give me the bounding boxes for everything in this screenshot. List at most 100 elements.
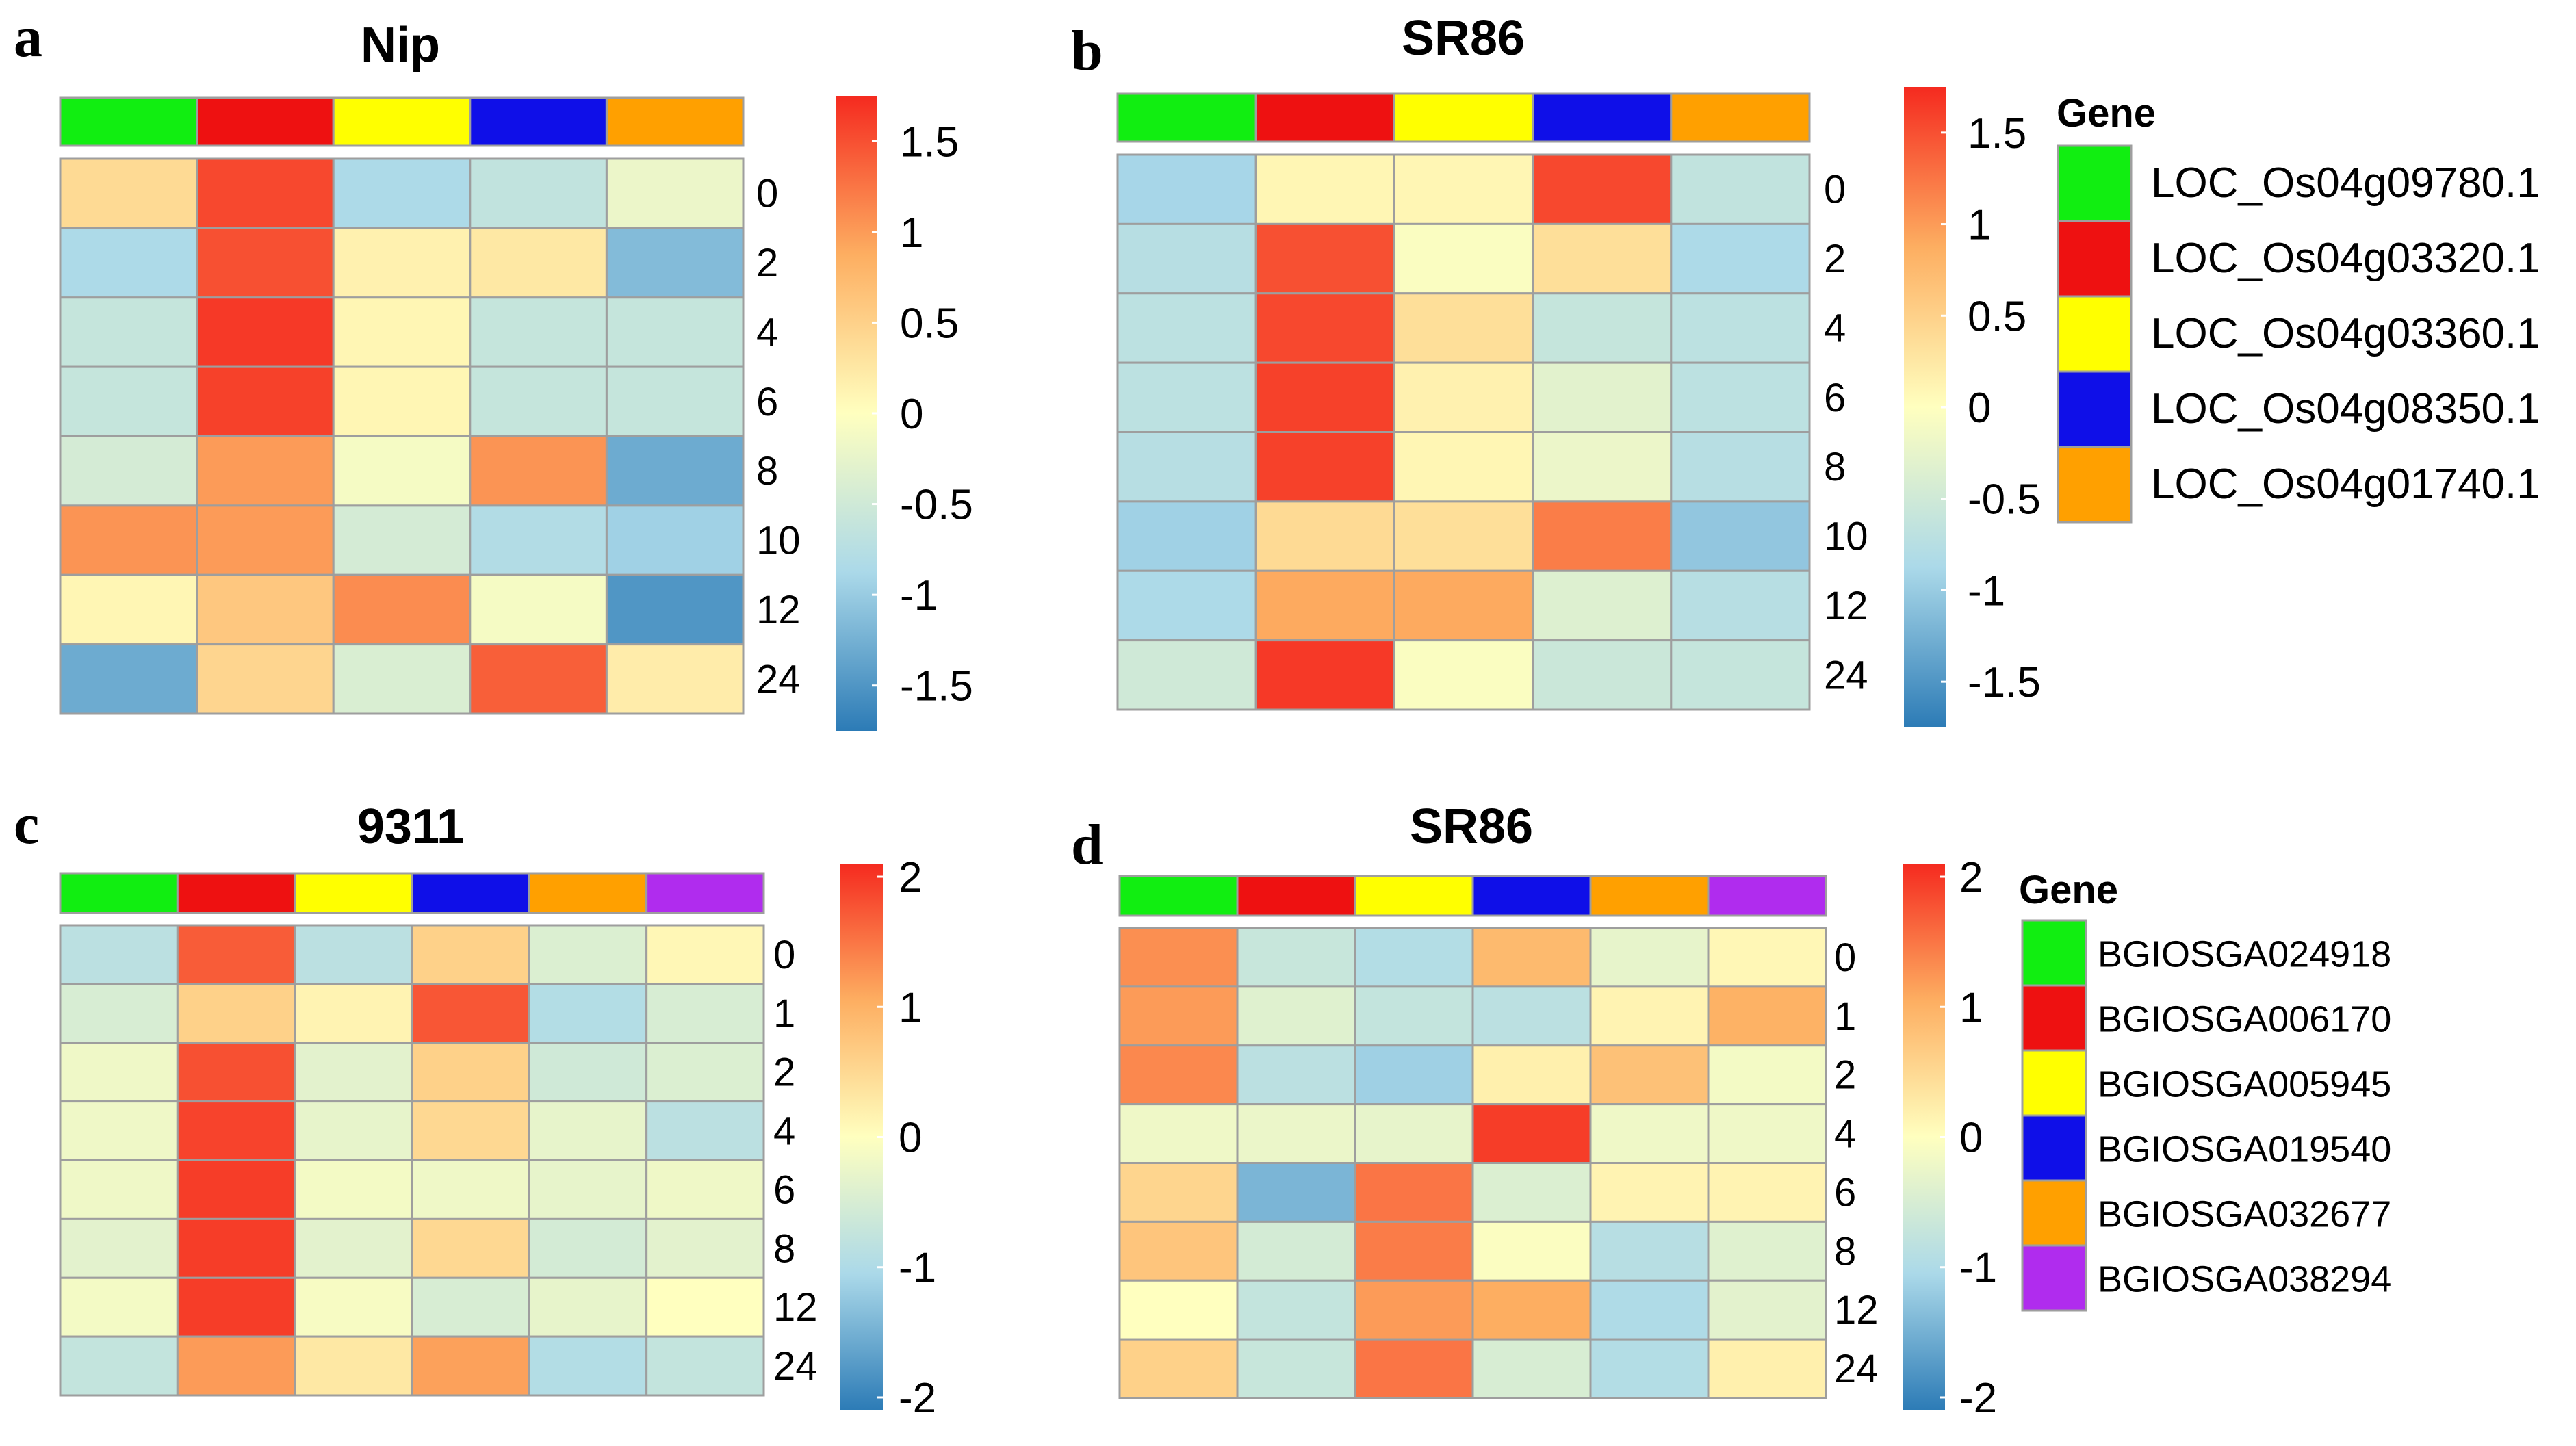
panel-label-a: a — [14, 5, 42, 69]
scale-label-b-2: 0.5 — [1968, 293, 2026, 340]
heatmap-cell-d-4-1 — [1236, 1162, 1356, 1223]
legend-label-3: BGIOSGA019540 — [2098, 1129, 2391, 1170]
heatmap-cell-c-4-5 — [645, 1159, 765, 1220]
heatmap-cell-b-0-0 — [1116, 153, 1257, 225]
heatmap-cell-c-4-3 — [411, 1159, 530, 1220]
legend-title-top: Gene — [2057, 91, 2156, 135]
heatmap-cell-c-1-5 — [645, 983, 765, 1044]
heatmap-cell-b-1-3 — [1532, 222, 1673, 295]
scale-label-a-1: 1 — [900, 209, 923, 257]
heatmap-cell-a-2-1 — [196, 296, 335, 368]
heatmap-cell-c-2-4 — [528, 1042, 648, 1103]
row-label-a-1: 2 — [756, 241, 778, 285]
heatmap-cell-c-1-3 — [411, 983, 530, 1044]
heatmap-cell-d-1-3 — [1471, 985, 1592, 1047]
heatmap-cell-a-1-4 — [605, 227, 745, 299]
heatmap-cell-a-0-1 — [196, 157, 335, 229]
heatmap-cell-d-1-4 — [1589, 985, 1710, 1047]
row-label-c-0: 0 — [773, 933, 795, 977]
heatmap-cell-c-5-0 — [59, 1217, 179, 1279]
legend-swatch-3 — [2021, 1114, 2087, 1182]
row-label-d-5: 8 — [1834, 1229, 1856, 1274]
legend-label-0: BGIOSGA024918 — [2098, 934, 2391, 975]
heatmap-cell-c-0-5 — [645, 924, 765, 985]
panel-label-d: d — [1071, 813, 1103, 877]
annotation-cell-d-3 — [1471, 875, 1592, 917]
row-label-a-2: 4 — [756, 310, 778, 354]
heatmap-cell-b-7-1 — [1254, 639, 1395, 711]
heatmap-cell-a-0-2 — [332, 157, 472, 229]
heatmap-cell-a-4-3 — [469, 435, 608, 507]
heatmap-cell-b-1-1 — [1254, 222, 1395, 295]
legend-swatch-1 — [2021, 984, 2087, 1052]
scale-label-d-0: 2 — [1959, 854, 1983, 901]
annotation-cell-b-3 — [1532, 92, 1673, 143]
annotation-cell-c-3 — [411, 872, 530, 914]
scale-label-b-1: 1 — [1968, 202, 1991, 249]
color-scale-c — [840, 864, 883, 1410]
heatmap-cell-c-5-2 — [294, 1217, 413, 1279]
heatmap-cell-d-4-4 — [1589, 1162, 1710, 1223]
heatmap-cell-b-3-1 — [1254, 361, 1395, 433]
heatmap-cell-c-7-4 — [528, 1335, 648, 1397]
row-label-c-2: 2 — [773, 1050, 795, 1095]
heatmap-cell-d-5-5 — [1707, 1220, 1827, 1282]
heatmap-cell-c-3-0 — [59, 1100, 179, 1161]
heatmap-cell-a-0-4 — [605, 157, 745, 229]
annotation-cell-a-0 — [59, 96, 198, 147]
heatmap-cell-a-6-4 — [605, 573, 745, 646]
scale-label-d-1: 1 — [1959, 984, 1983, 1031]
annotation-cell-d-2 — [1354, 875, 1474, 917]
heatmap-cell-a-6-2 — [332, 573, 472, 646]
panel-title-d: SR86 — [1410, 799, 1533, 854]
heatmap-cell-d-6-3 — [1471, 1279, 1592, 1341]
heatmap-cell-b-0-4 — [1670, 153, 1811, 225]
heatmap-cell-a-7-2 — [332, 643, 472, 715]
annotation-cell-b-1 — [1254, 92, 1395, 143]
heatmap-cell-a-3-3 — [469, 365, 608, 437]
heatmap-cell-c-7-2 — [294, 1335, 413, 1397]
heatmap-cell-d-2-1 — [1236, 1044, 1356, 1106]
annotation-cell-c-5 — [645, 872, 765, 914]
scale-label-d-2: 0 — [1959, 1115, 1983, 1162]
heatmap-cell-d-5-3 — [1471, 1220, 1592, 1282]
row-label-a-4: 8 — [756, 449, 778, 493]
legend-label-2: LOC_Os04g03360.1 — [2151, 310, 2540, 357]
heatmap-cell-a-7-3 — [469, 643, 608, 715]
heatmap-cell-b-2-1 — [1254, 292, 1395, 364]
heatmap-cell-a-7-0 — [59, 643, 198, 715]
heatmap-cell-d-0-4 — [1589, 927, 1710, 988]
heatmap-cell-b-3-2 — [1393, 361, 1534, 433]
row-label-b-7: 24 — [1824, 653, 1868, 697]
row-label-b-2: 4 — [1824, 306, 1846, 350]
heatmap-cell-d-2-4 — [1589, 1044, 1710, 1106]
row-label-a-3: 6 — [756, 380, 778, 424]
heatmap-cell-d-6-2 — [1354, 1279, 1474, 1341]
color-scale-b — [1904, 87, 1946, 727]
heatmap-cell-d-5-2 — [1354, 1220, 1474, 1282]
row-label-c-1: 1 — [773, 992, 795, 1036]
heatmap-cell-d-0-3 — [1471, 927, 1592, 988]
legend-swatch-1 — [2057, 220, 2133, 298]
scale-label-c-1: 1 — [899, 984, 922, 1031]
heatmap-cell-d-7-5 — [1707, 1338, 1827, 1399]
heatmap-cell-c-7-1 — [176, 1335, 296, 1397]
heatmap-cell-d-2-5 — [1707, 1044, 1827, 1106]
heatmap-cell-b-3-3 — [1532, 361, 1673, 433]
heatmap-cell-b-2-2 — [1393, 292, 1534, 364]
heatmap-cell-d-0-0 — [1118, 927, 1239, 988]
heatmap-cell-c-7-0 — [59, 1335, 179, 1397]
heatmap-cell-d-2-3 — [1471, 1044, 1592, 1106]
row-label-c-7: 24 — [773, 1344, 818, 1389]
heatmap-cell-c-0-2 — [294, 924, 413, 985]
scale-label-c-0: 2 — [899, 854, 922, 901]
annotation-cell-a-4 — [605, 96, 745, 147]
scale-label-b-6: -1.5 — [1968, 659, 2041, 706]
scale-label-c-3: -1 — [899, 1245, 936, 1292]
heatmap-cell-a-3-4 — [605, 365, 745, 437]
panel-label-b: b — [1071, 19, 1103, 83]
heatmap-cell-b-5-4 — [1670, 500, 1811, 572]
legend-swatch-4 — [2057, 446, 2133, 524]
